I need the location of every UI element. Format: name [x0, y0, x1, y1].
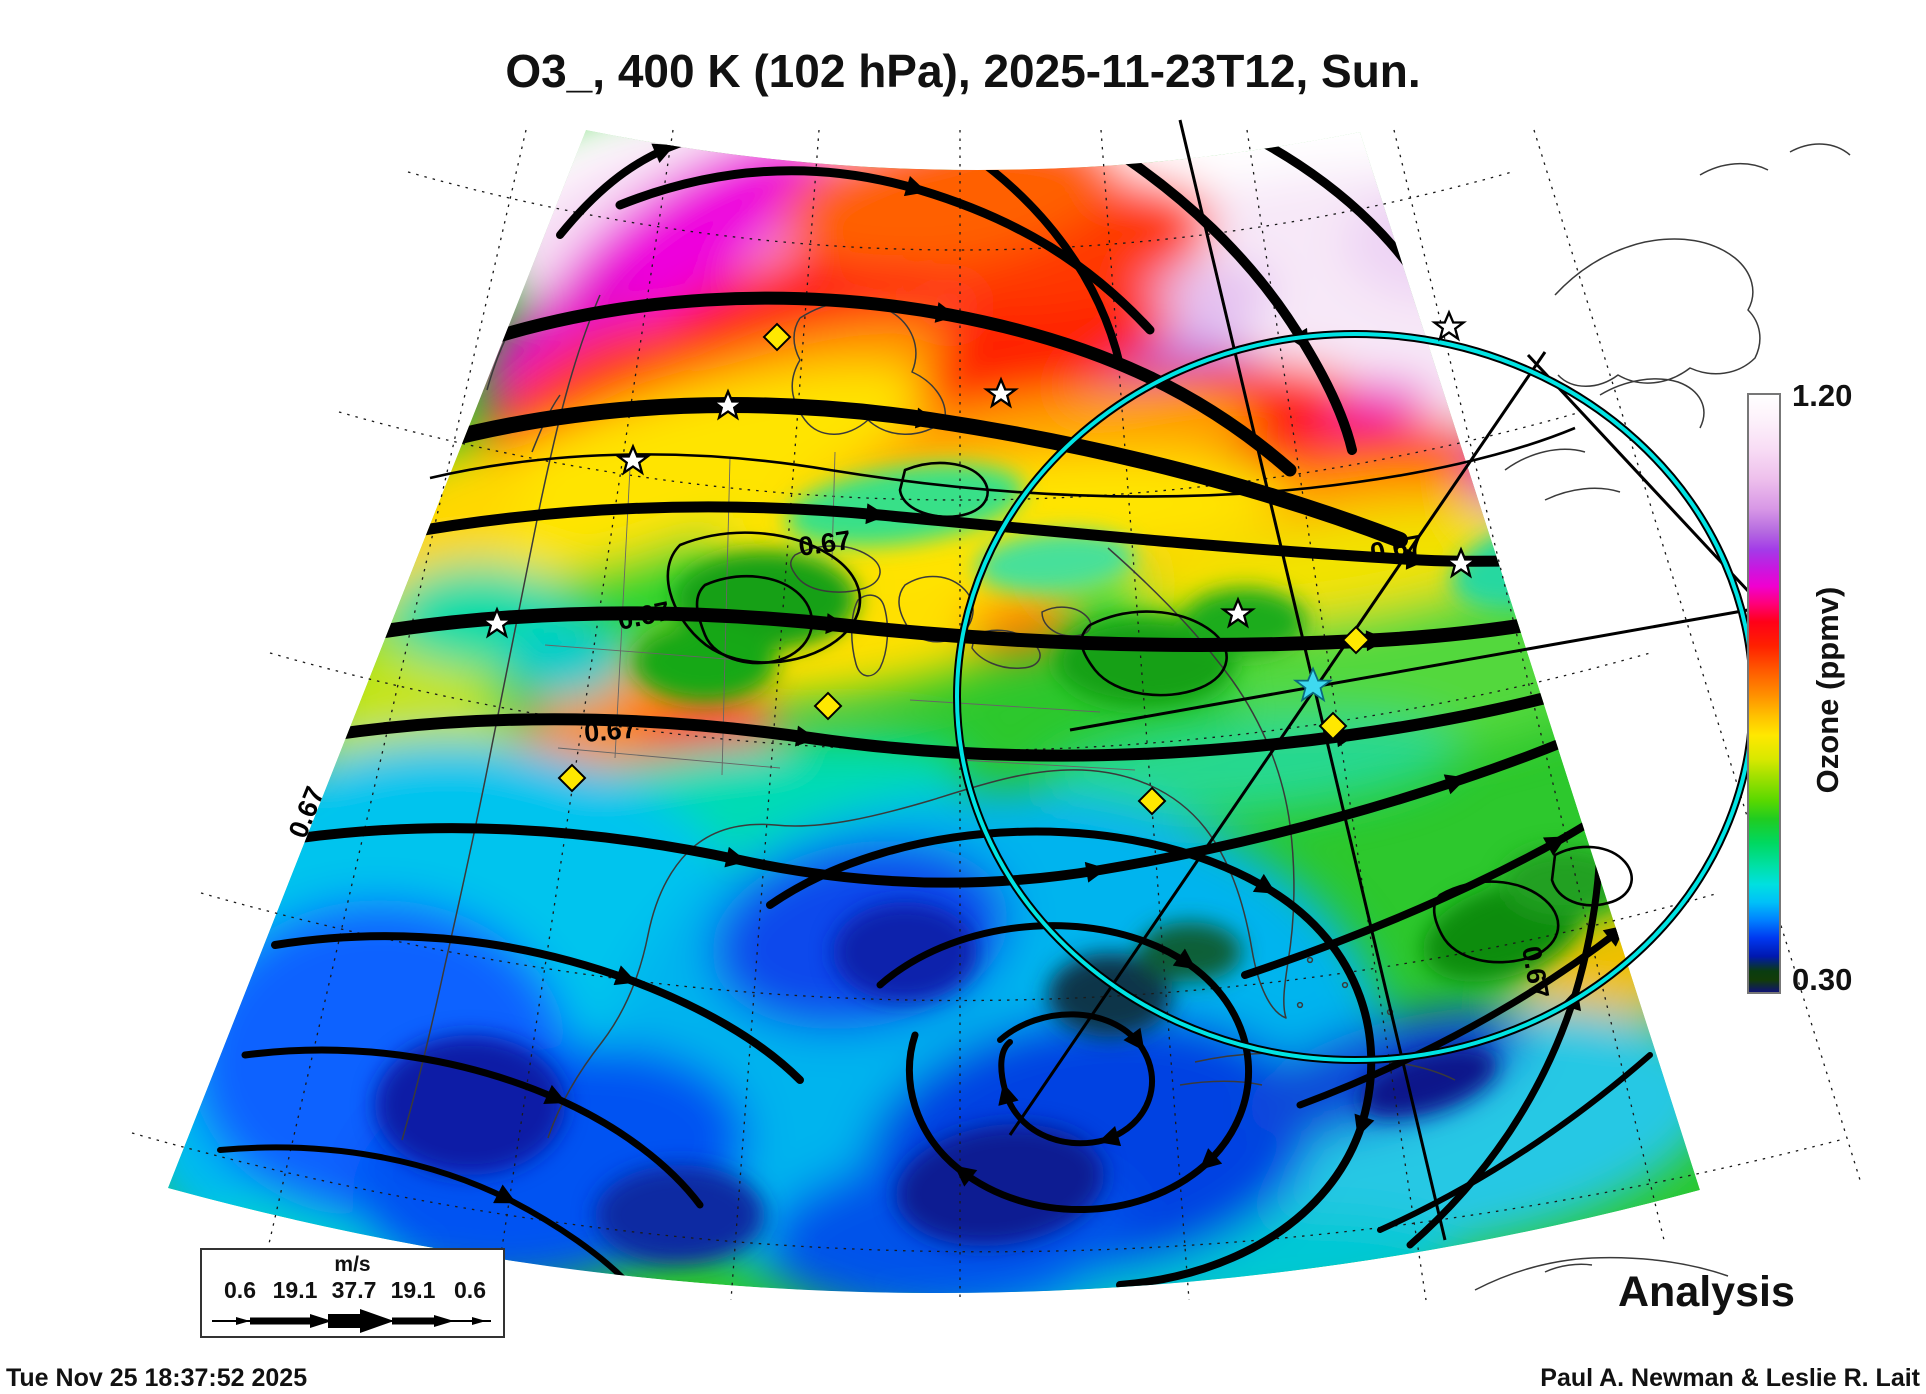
wind-legend-arrow-scale	[212, 1309, 491, 1333]
contour-label: 0.67	[583, 714, 638, 748]
wind-legend-unit: m/s	[334, 1253, 371, 1276]
wind-legend-value: 0.6	[454, 1277, 486, 1303]
colorbar-title: Ozone (ppmv)	[1810, 586, 1845, 794]
colorbar-max-label: 1.20	[1792, 378, 1853, 413]
wind-legend-value: 19.1	[390, 1277, 436, 1303]
star-marker	[1433, 311, 1465, 340]
colorbar	[1747, 393, 1781, 994]
wind-legend-value: 37.7	[331, 1277, 377, 1303]
credit-line: Paul A. Newman & Leslie R. Lait (NASA/GS…	[1540, 1364, 1920, 1394]
colorbar-min-label: 0.30	[1792, 962, 1853, 997]
wind-legend-value: 0.6	[224, 1277, 256, 1303]
analysis-label: Analysis	[1618, 1268, 1795, 1316]
contour-label: 0.67	[797, 525, 853, 562]
page-title: O3_, 400 K (102 hPa), 2025-11-23T12, Sun…	[505, 45, 1421, 97]
wind-speed-legend: m/s 0.6 19.1 37.7 19.1 0.6	[200, 1248, 505, 1338]
wind-legend-value: 19.1	[272, 1277, 318, 1303]
creation-timestamp: Tue Nov 25 18:37:52 2025	[6, 1364, 308, 1392]
wind-streamlines	[217, 130, 1700, 1289]
